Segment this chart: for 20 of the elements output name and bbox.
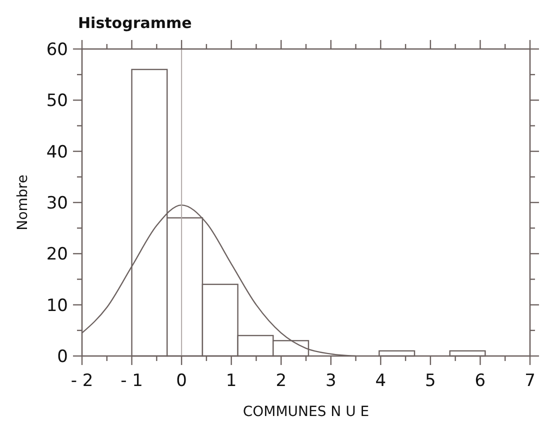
y-axis-title: Nombre xyxy=(15,174,31,230)
x-tick-label: 6 xyxy=(474,371,486,391)
y-tick-label: 40 xyxy=(46,142,68,162)
y-tick-label: 50 xyxy=(46,91,68,112)
x-tick-label: - 1 xyxy=(120,371,143,391)
x-tick-label: 1 xyxy=(226,371,237,391)
x-tick-label: 2 xyxy=(276,371,287,391)
y-tick-label: 10 xyxy=(46,296,68,316)
x-tick-label: - 2 xyxy=(70,371,94,391)
x-tick-label: 7 xyxy=(524,371,536,391)
x-tick-label: 4 xyxy=(375,371,386,391)
x-tick-label: 3 xyxy=(325,371,336,391)
y-tick-label: 20 xyxy=(46,244,68,265)
x-tick-label: 5 xyxy=(425,371,436,391)
x-tick-label: 0 xyxy=(176,371,187,391)
y-tick-label: 0 xyxy=(57,347,68,367)
y-tick-label: 30 xyxy=(46,194,68,214)
chart-title: Histogramme xyxy=(78,14,192,32)
x-axis-title: COMMUNES N U E xyxy=(242,404,370,420)
y-tick-label: 60 xyxy=(46,40,68,60)
